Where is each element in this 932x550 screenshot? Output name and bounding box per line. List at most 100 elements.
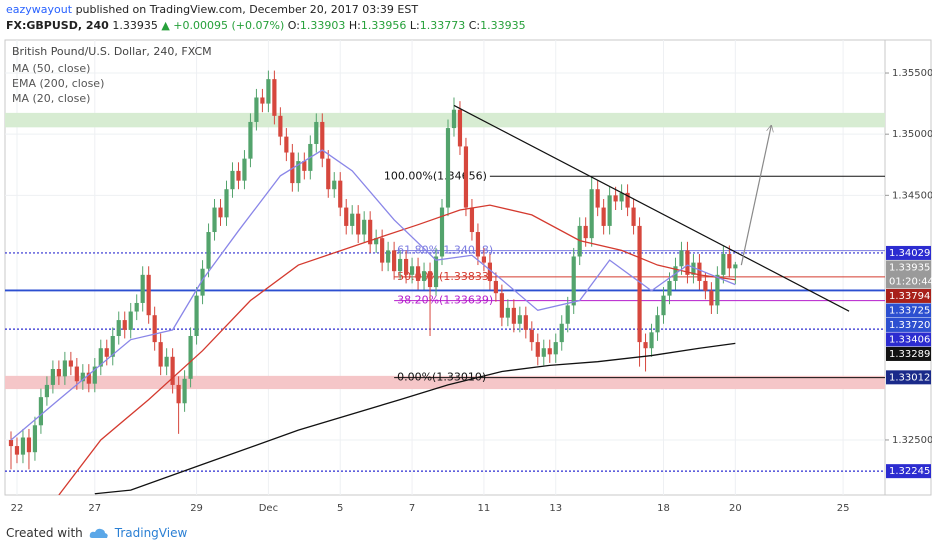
price-label-box	[886, 370, 931, 385]
candle-body	[415, 266, 421, 281]
candle-body	[80, 372, 85, 382]
candle-body	[152, 315, 157, 343]
chart-title: British Pound/U.S. Dollar, 240, FXCM	[12, 45, 212, 58]
x-tick-label: Dec	[259, 503, 278, 514]
candle-body	[284, 136, 289, 153]
candle-body	[362, 219, 367, 235]
candle-body	[194, 295, 199, 336]
candle-body	[511, 307, 516, 324]
trendline	[453, 104, 850, 312]
zone	[5, 375, 885, 390]
candle-body	[553, 342, 558, 355]
candle-body	[727, 254, 732, 269]
candle-body	[601, 207, 606, 226]
candle-body	[445, 128, 451, 208]
ohlc-key: L:	[409, 19, 420, 32]
candle-body	[242, 158, 247, 181]
candle-body	[272, 79, 277, 116]
candle-body	[338, 180, 343, 208]
candle-body	[188, 335, 193, 379]
price-label-box	[886, 303, 931, 318]
price-label: 1.33725	[889, 305, 930, 316]
candle-body	[685, 250, 690, 275]
candle-body	[499, 293, 504, 318]
x-tick-label: 13	[549, 503, 562, 514]
candle-body	[74, 366, 79, 382]
candle-body	[314, 121, 319, 144]
candle-body	[403, 258, 409, 275]
candle-body	[487, 262, 492, 281]
price-label: 1.33289	[889, 349, 930, 360]
x-tick-label: 27	[88, 503, 101, 514]
price-label-box	[886, 260, 931, 289]
candle-body	[427, 271, 433, 288]
candle-body	[565, 305, 570, 324]
candle-body	[433, 256, 439, 288]
candle-body	[380, 238, 385, 263]
fib-label: 100.00%(1.34656)	[384, 169, 487, 182]
candle-body	[409, 266, 415, 275]
fib-label: 61.80%(1.34048)	[397, 244, 493, 257]
ohlc-value: 1.33773	[419, 19, 466, 32]
candle-body	[607, 195, 612, 226]
candle-body	[44, 384, 49, 398]
candle-body	[122, 320, 127, 330]
candle-body	[182, 378, 187, 404]
x-tick-label: 11	[478, 503, 491, 514]
x-tick-label: 22	[11, 503, 24, 514]
indicator-line	[10, 149, 736, 441]
last: 1.33935	[112, 19, 158, 32]
candle-body	[224, 189, 229, 218]
candle-body	[589, 189, 594, 239]
candle-body	[212, 207, 217, 233]
candle-body	[350, 213, 355, 226]
y-tick-label: 1.35000	[892, 129, 932, 140]
created: Created with	[6, 526, 83, 540]
candle-body	[200, 268, 205, 296]
x-tick-label: 7	[409, 503, 415, 514]
price-label-box	[886, 332, 931, 347]
candle-body	[733, 264, 738, 269]
candle-body	[218, 207, 223, 218]
brand: TradingView	[114, 526, 188, 540]
y-tick-label: 1.35500	[892, 68, 932, 79]
price-label-box	[886, 288, 931, 303]
candle-body	[68, 360, 73, 367]
chart: 100.00%(1.34656) 61.80%(1.34048) 50.00%(1.…	[4, 39, 932, 514]
candle-body	[619, 192, 624, 202]
candle-body	[421, 271, 427, 281]
author[interactable]: eazywayout	[6, 3, 73, 16]
candle-body	[523, 315, 528, 330]
candle-body	[583, 225, 588, 239]
legend-entry: EMA (200, close)	[12, 77, 104, 90]
candle-body	[721, 254, 726, 275]
header: eazywayout published on TradingView.com,…	[0, 0, 932, 36]
candle-body	[236, 170, 241, 181]
candle-body	[326, 158, 331, 190]
price-label: 1.33935	[889, 262, 930, 273]
candle-body	[8, 439, 14, 447]
candle-body	[643, 342, 648, 349]
legend-entry: MA (20, close)	[12, 92, 90, 105]
x-tick-label: 5	[337, 503, 343, 514]
candle-body	[116, 320, 121, 336]
ohlc-key: O:	[287, 19, 300, 32]
candle-body	[655, 315, 660, 333]
x-tick-label: 25	[837, 503, 850, 514]
candle-body	[158, 342, 163, 367]
candle-body	[637, 225, 642, 343]
quote-line: FX:GBPUSD, 240 1.33935 ▲ +0.00095 (+0.07…	[6, 19, 526, 32]
candle-body	[20, 437, 26, 455]
candle-body	[469, 207, 475, 233]
candle-body	[529, 329, 534, 343]
candle-body	[541, 348, 546, 357]
candle-body	[134, 302, 139, 312]
y-tick-label: 1.34500	[892, 190, 932, 201]
ohlc-value: 1.33956	[360, 19, 407, 32]
plot-frame	[4, 39, 886, 496]
footer: Created with TradingView	[6, 526, 187, 540]
price-label: 1.32245	[889, 466, 930, 477]
fib-label: 50.00%(1.33833)	[397, 270, 493, 283]
candle-body	[206, 232, 211, 269]
change: ▲ +0.00095 (+0.07%)	[161, 19, 285, 32]
